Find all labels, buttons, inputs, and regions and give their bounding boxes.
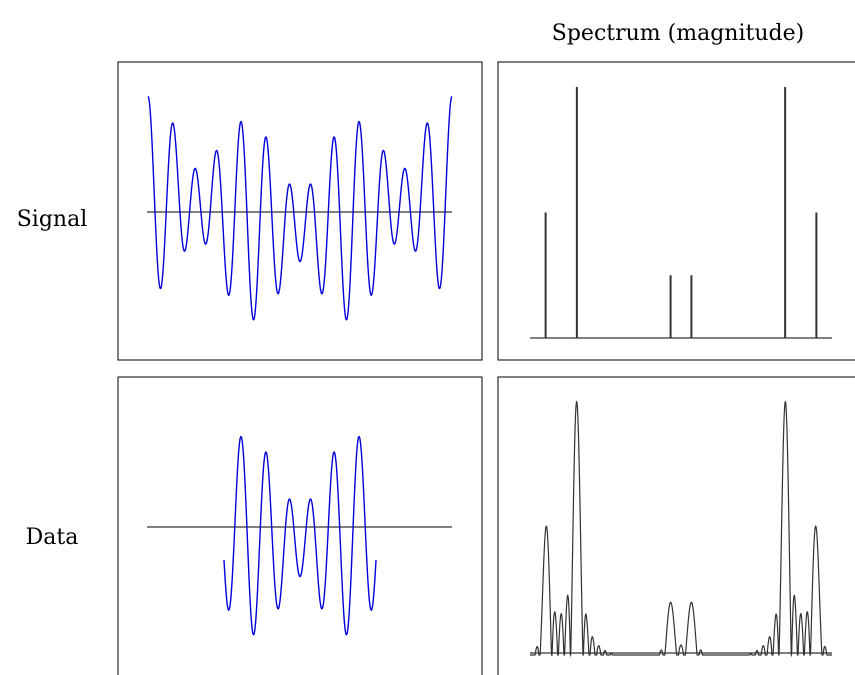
panel-data-frame [117,376,483,675]
panel-data-spectrum-frame [497,376,855,675]
row-label-data: Data [26,525,79,550]
column-header: Spectrum (magnitude) [552,21,804,46]
signal-trace [147,95,453,321]
panel-data [117,376,483,675]
panel-signal [117,61,483,361]
data-trace [223,435,377,636]
panel-signal-frame [117,61,483,361]
panel-signal-spectrum-frame [497,61,855,361]
panel-data-spectrum [497,376,855,675]
panel-signal-spectrum [497,61,855,361]
spectrum-peaks [544,87,818,338]
data-spectrum-trace [530,400,832,658]
row-label-signal: Signal [17,207,88,232]
